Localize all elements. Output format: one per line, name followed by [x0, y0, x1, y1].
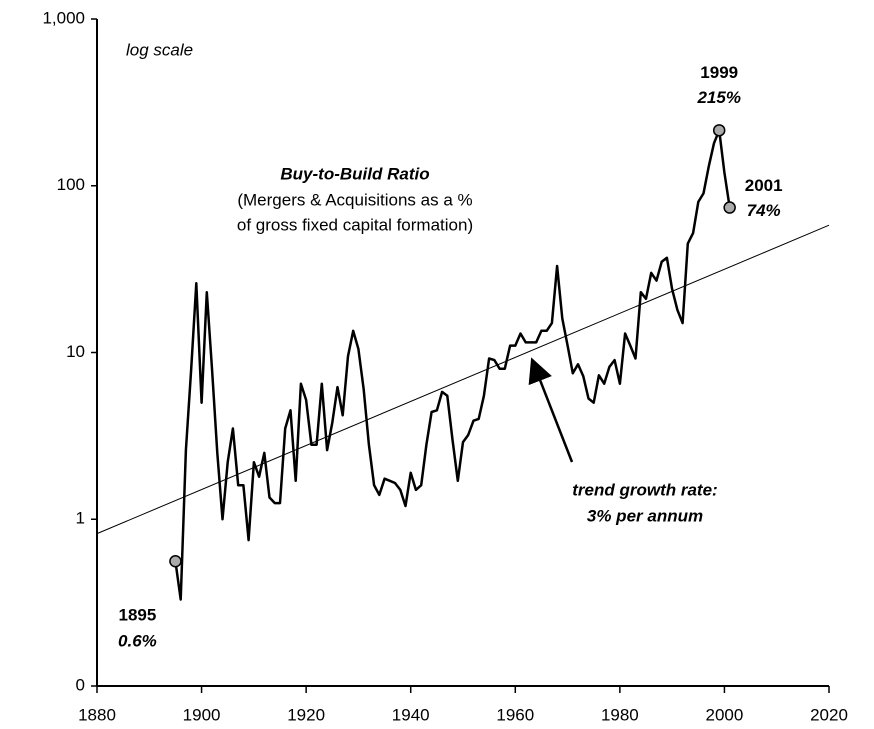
y-tick-label: 100: [57, 175, 85, 194]
x-tick-label: 1940: [392, 705, 430, 724]
x-tick-label: 1880: [78, 705, 116, 724]
highlight-value: 215%: [696, 88, 740, 107]
trend-label: trend growth rate:: [572, 480, 717, 499]
highlight-point: [169, 554, 182, 568]
highlight-value: 74%: [747, 201, 781, 220]
x-tick-label: 1900: [183, 705, 221, 724]
highlight-point: [712, 124, 726, 137]
highlight-year: 2001: [745, 176, 783, 195]
trend-line: [96, 224, 830, 535]
x-tick-label: 2000: [706, 705, 744, 724]
highlight-year: 1895: [119, 606, 157, 625]
x-tick-label: 1920: [287, 705, 325, 724]
highlight-point: [723, 201, 736, 214]
highlight-value: 0.6%: [118, 632, 157, 651]
trend-label: 3% per annum: [587, 506, 703, 525]
trend-arrow: [528, 357, 574, 463]
x-tick-label: 2020: [810, 705, 848, 724]
x-tick-label: 1960: [496, 705, 534, 724]
y-tick-label: 0: [76, 675, 85, 694]
chart-subtitle: (Mergers & Acquisitions as a %: [237, 190, 472, 209]
y-tick-label: 10: [66, 342, 85, 361]
y-tick-label: 1: [76, 509, 85, 528]
chart-subtitle: of gross fixed capital formation): [237, 215, 473, 234]
data-line: [174, 129, 731, 601]
chart-title: Buy-to-Build Ratio: [280, 164, 429, 183]
scale-note: log scale: [126, 40, 193, 59]
x-tick-label: 1980: [601, 705, 639, 724]
highlight-year: 1999: [700, 63, 738, 82]
y-tick-label: 1,000: [42, 8, 85, 27]
